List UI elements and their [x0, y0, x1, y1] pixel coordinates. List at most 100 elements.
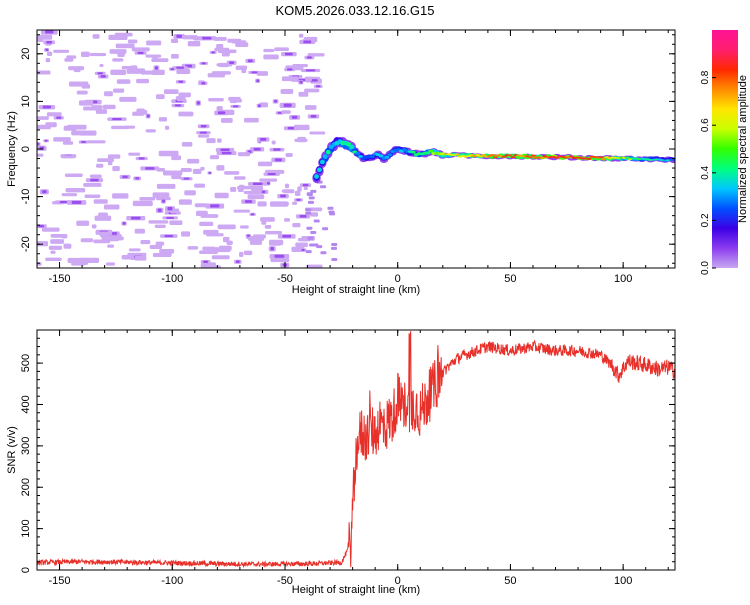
- noise-blob: [239, 251, 244, 257]
- noise-blob: [80, 238, 94, 243]
- noise-core: [260, 138, 267, 141]
- noise-blob: [84, 194, 101, 198]
- noise-blob: [295, 242, 308, 248]
- noise-blob: [216, 165, 225, 171]
- noise-core: [282, 234, 292, 238]
- noise-blob: [221, 52, 230, 57]
- noise-blob: [46, 51, 53, 56]
- noise-blob: [233, 209, 251, 213]
- noise-blob: [61, 155, 75, 159]
- noise-core: [257, 104, 261, 107]
- noise-core: [203, 260, 209, 263]
- noise-core: [221, 151, 232, 155]
- noise-blob: [104, 91, 113, 97]
- noise-core: [166, 216, 175, 219]
- noise-core: [97, 72, 103, 75]
- noise-blob: [152, 56, 158, 62]
- noise-core: [299, 80, 303, 84]
- track-cell: [507, 154, 513, 157]
- noise-blob: [271, 140, 276, 145]
- track-cell: [317, 167, 322, 173]
- snr-ticks: -150 -100 -50 0 50 100 0 100 200 300 400 500: [20, 330, 675, 587]
- noise-core: [267, 181, 271, 185]
- track-cell: [454, 153, 460, 156]
- noise-blob: [207, 73, 226, 78]
- noise-blob: [110, 69, 127, 75]
- noise-blob: [307, 200, 314, 204]
- noise-blob: [132, 200, 153, 207]
- track-cell: [478, 155, 484, 158]
- figure-title: KOM5.2026.033.12.16.G15: [275, 3, 434, 18]
- noise-blob: [76, 90, 88, 95]
- noise-blob: [145, 129, 156, 133]
- noise-core: [122, 222, 126, 225]
- noise-blob: [159, 249, 175, 254]
- noise-blob: [264, 231, 282, 235]
- noise-blob: [306, 192, 313, 196]
- noise-blob: [140, 110, 148, 115]
- noise-core: [157, 208, 162, 212]
- snr-ylabel: SNR (v/v): [6, 426, 18, 474]
- snr-line: [37, 331, 675, 569]
- noise-core: [273, 148, 281, 151]
- noise-blob: [244, 117, 259, 123]
- y-tick-label: -20: [20, 236, 32, 252]
- noise-blob: [140, 239, 151, 245]
- noise-blob: [304, 88, 320, 93]
- noise-blob: [313, 219, 320, 223]
- noise-blob: [303, 186, 308, 190]
- noise-core: [270, 246, 274, 251]
- noise-core: [247, 59, 253, 63]
- noise-blob: [170, 38, 179, 44]
- noise-blob: [257, 201, 267, 207]
- noise-blob: [228, 96, 241, 101]
- noise-blob: [96, 163, 104, 168]
- noise-core: [229, 61, 235, 65]
- snr-series: [37, 331, 675, 569]
- noise-blob: [199, 250, 218, 255]
- noise-core: [232, 105, 239, 108]
- colorbar-tick-label: 0.6: [700, 118, 711, 132]
- noise-blob: [139, 197, 156, 201]
- noise-blob: [294, 190, 301, 196]
- noise-blob: [250, 185, 264, 192]
- noise-blob: [178, 92, 191, 98]
- noise-core: [146, 114, 150, 118]
- noise-core: [162, 199, 166, 203]
- noise-blob: [306, 264, 323, 268]
- noise-blob: [146, 40, 162, 46]
- noise-core: [246, 234, 250, 237]
- noise-blob: [156, 183, 176, 189]
- track-cell: [530, 154, 536, 157]
- noise-blob: [320, 251, 327, 255]
- noise-blob: [309, 131, 326, 135]
- noise-core: [112, 117, 122, 121]
- noise-blob: [263, 48, 275, 53]
- noise-blob: [184, 190, 196, 196]
- noise-blob: [297, 136, 306, 143]
- noise-core: [305, 69, 316, 72]
- noise-core: [210, 204, 220, 208]
- noise-blob: [45, 58, 51, 63]
- noise-blob: [178, 199, 192, 205]
- noise-blob: [62, 141, 74, 145]
- noise-core: [90, 178, 99, 182]
- noise-core: [135, 177, 140, 180]
- noise-blob: [203, 229, 219, 235]
- noise-blob: [92, 34, 100, 39]
- noise-core: [283, 103, 292, 107]
- noise-core: [111, 232, 118, 235]
- noise-blob: [115, 43, 135, 49]
- noise-core: [178, 80, 184, 83]
- snr-xlabel: Height of straight line (km): [292, 584, 420, 596]
- noise-blob: [214, 192, 229, 199]
- noise-blob: [46, 112, 62, 117]
- noise-blob: [281, 110, 291, 114]
- noise-core: [122, 175, 128, 179]
- track-cell: [481, 153, 487, 156]
- track-cell: [322, 154, 328, 160]
- noise-core: [286, 68, 293, 71]
- noise-blob: [80, 257, 100, 263]
